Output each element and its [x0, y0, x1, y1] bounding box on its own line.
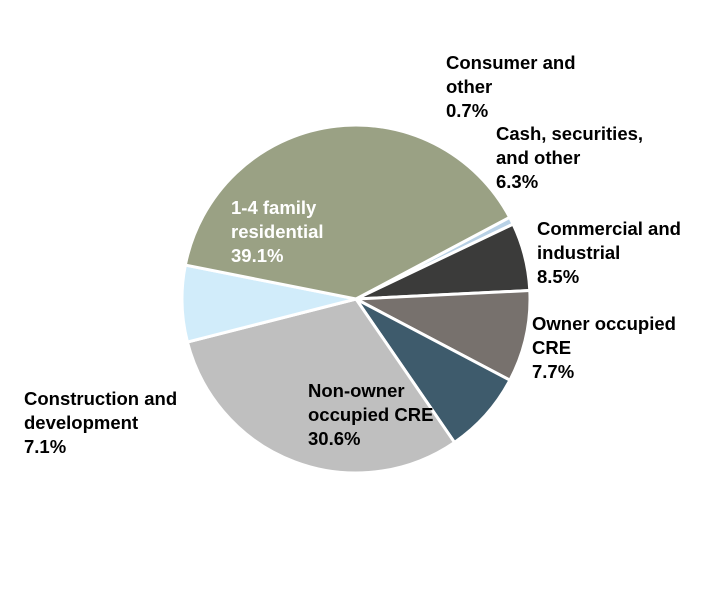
slice-label-0: Consumer and other 0.7%: [446, 52, 576, 121]
slice-category-label: and other: [496, 147, 580, 168]
slice-value-label: 7.7%: [532, 361, 574, 382]
slice-value-label: 39.1%: [231, 245, 283, 266]
slice-category-label: Construction and: [24, 388, 177, 409]
slice-category-label: other: [446, 76, 492, 97]
slice-category-label: Cash, securities,: [496, 123, 643, 144]
slice-category-label: 1-4 family: [231, 197, 317, 218]
pie-labels: Consumer and other 0.7% Cash, securities, an…: [24, 52, 681, 457]
slice-category-label: Commercial and: [537, 218, 681, 239]
slice-category-label: residential: [231, 221, 324, 242]
slice-value-label: 7.1%: [24, 436, 66, 457]
slice-category-label: Consumer and: [446, 52, 576, 73]
slice-label-1: Cash, securities, and other 6.3%: [496, 123, 643, 192]
slice-category-label: Non-owner: [308, 380, 405, 401]
pie-slice-2: [354, 289, 532, 382]
slice-category-label: development: [24, 412, 138, 433]
pie-slice-6: [183, 123, 512, 301]
slice-label-5: Construction and development 7.1%: [24, 388, 177, 457]
pie-slices: [180, 123, 532, 475]
slice-category-label: occupied CRE: [308, 404, 433, 425]
slice-label-4: Non-owner occupied CRE 30.6%: [308, 380, 433, 449]
slice-category-label: CRE: [532, 337, 571, 358]
slice-category-label: industrial: [537, 242, 620, 263]
slice-label-6: 1-4 family residential 39.1%: [231, 197, 324, 266]
slice-label-2: Commercial and industrial 8.5%: [537, 218, 681, 287]
slice-label-3: Owner occupied CRE 7.7%: [532, 313, 676, 382]
pie-slice-4: [185, 297, 456, 475]
slice-value-label: 8.5%: [537, 266, 579, 287]
slice-category-label: Owner occupied: [532, 313, 676, 334]
slice-value-label: 30.6%: [308, 428, 360, 449]
slice-value-label: 0.7%: [446, 100, 488, 121]
slice-value-label: 6.3%: [496, 171, 538, 192]
